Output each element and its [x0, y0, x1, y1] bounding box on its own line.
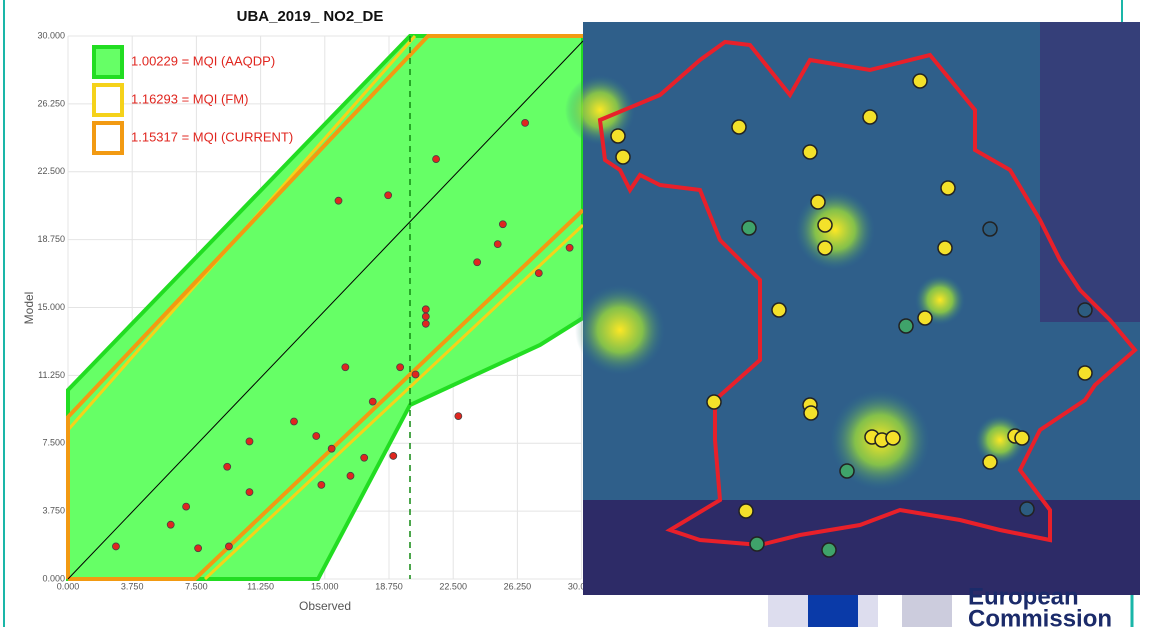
- point: [455, 413, 462, 420]
- legend-entry: 1.00229 = MQI (AAQDP): [131, 53, 275, 68]
- point: [494, 241, 501, 248]
- legend-entry: 1.16293 = MQI (FM): [131, 91, 248, 106]
- y-tick-label: 18.750: [37, 234, 65, 244]
- point: [522, 119, 529, 126]
- legend-swatch: [94, 47, 122, 77]
- y-tick-label: 11.250: [38, 370, 65, 380]
- point: [566, 244, 573, 251]
- y-tick-label: 26.250: [37, 98, 65, 108]
- x-tick-label: 22.500: [439, 581, 467, 591]
- y-tick-label: 15.000: [37, 302, 65, 312]
- y-axis-label: Model: [22, 292, 36, 325]
- point: [422, 306, 429, 313]
- point: [422, 313, 429, 320]
- point: [347, 472, 354, 479]
- point: [290, 418, 297, 425]
- point: [318, 481, 325, 488]
- point: [535, 270, 542, 277]
- point: [390, 452, 397, 459]
- page: UBA_2019_ NO2_DE Observed Model 0.000 3.7…: [0, 0, 1163, 627]
- point: [361, 454, 368, 461]
- point: [167, 521, 174, 528]
- point: [342, 364, 349, 371]
- x-tick-label: 11.250: [247, 581, 274, 591]
- point: [397, 364, 404, 371]
- point: [412, 371, 419, 378]
- point: [195, 545, 202, 552]
- legend-entry: 1.15317 = MQI (CURRENT): [131, 129, 293, 144]
- point: [328, 445, 335, 452]
- x-tick-label: 7.500: [185, 581, 208, 591]
- legend-swatch: [94, 85, 122, 115]
- plot: [68, 36, 583, 579]
- y-tick-label: 22.500: [37, 166, 65, 176]
- legend-swatch: [94, 123, 122, 153]
- x-axis-label: Observed: [299, 599, 351, 613]
- point: [112, 543, 119, 550]
- point: [313, 433, 320, 440]
- point: [183, 503, 190, 510]
- map: [565, 22, 1140, 595]
- point: [224, 463, 231, 470]
- point: [225, 543, 232, 550]
- point: [385, 192, 392, 199]
- x-tick-label: 3.750: [121, 581, 144, 591]
- y-tick-label: 30.000: [37, 30, 65, 40]
- point: [474, 259, 481, 266]
- aaqdp-envelope: [68, 36, 583, 579]
- point: [335, 197, 342, 204]
- point: [422, 320, 429, 327]
- point: [246, 489, 253, 496]
- point: [246, 438, 253, 445]
- y-tick-label: 7.500: [42, 438, 65, 448]
- logo-line2: Commission: [968, 605, 1112, 627]
- x-tick-label: 15.000: [311, 581, 339, 591]
- y-tick-label: 3.750: [42, 506, 65, 516]
- point: [499, 221, 506, 228]
- y-tick-label: 0.000: [42, 573, 65, 583]
- chart-title: UBA_2019_ NO2_DE: [237, 8, 384, 25]
- x-tick-label: 18.750: [375, 581, 403, 591]
- point: [433, 156, 440, 163]
- point: [369, 398, 376, 405]
- x-tick-label: 26.250: [504, 581, 532, 591]
